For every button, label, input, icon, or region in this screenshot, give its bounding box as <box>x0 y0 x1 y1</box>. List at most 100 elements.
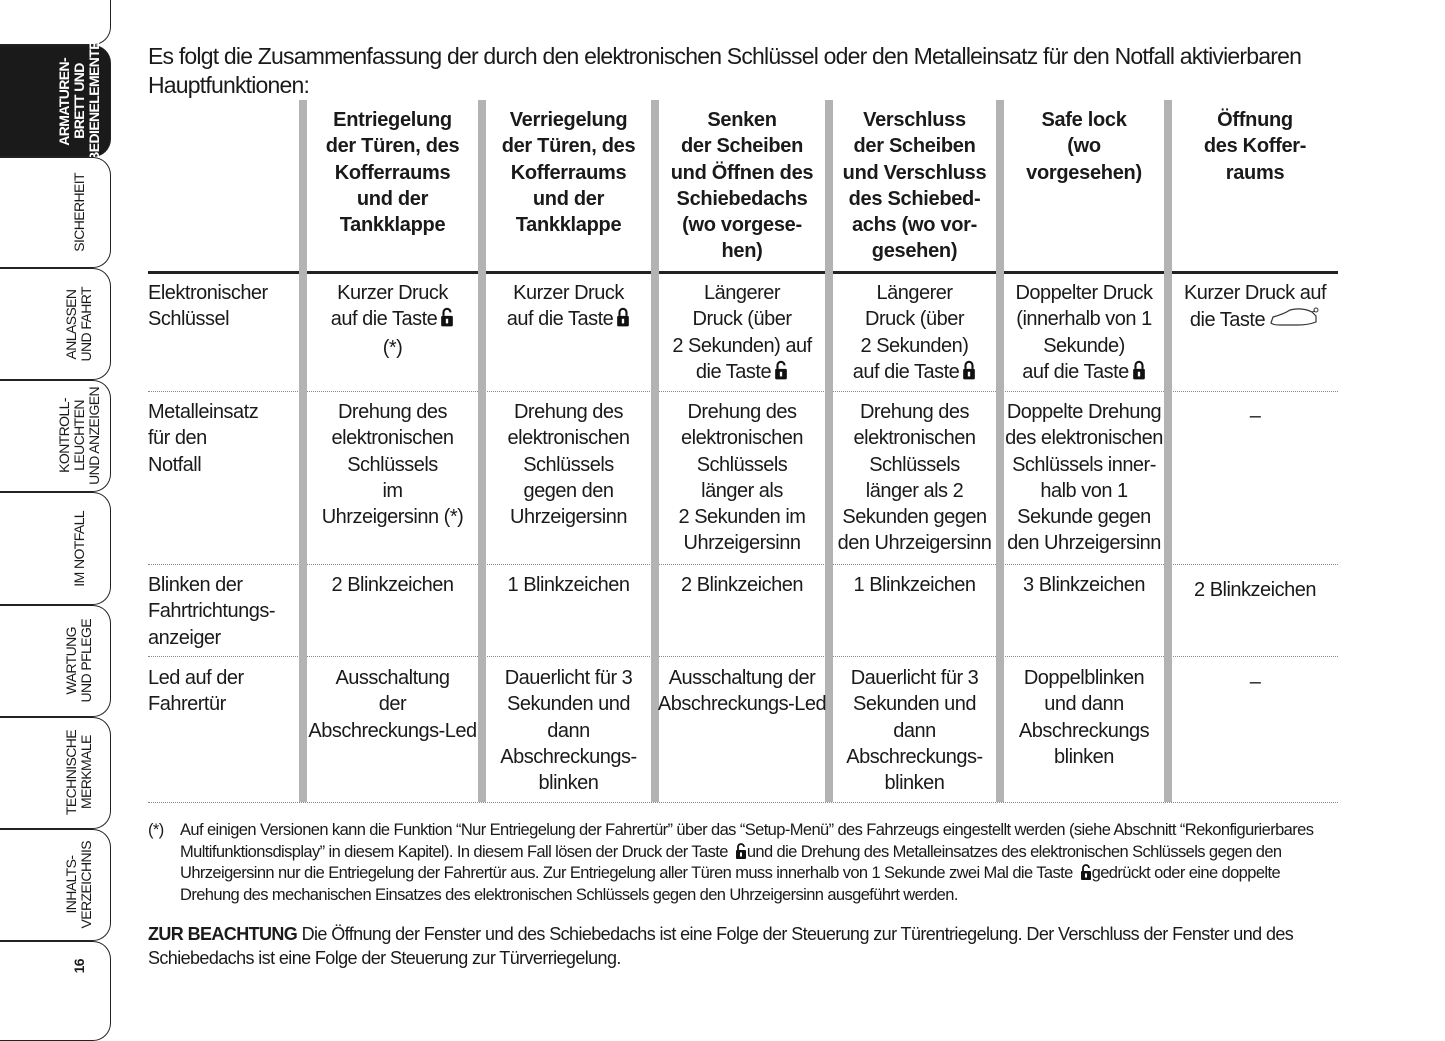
unlock-icon <box>774 360 788 387</box>
cell-text: Drehung des elektronischen Schlüssels lä… <box>837 401 992 555</box>
cell-text: Ausschaltung der Abschreckungs-Led <box>657 667 827 716</box>
car-trunk-icon <box>1268 306 1320 335</box>
sidebar-tab-label: TECHNISCHE MERKMALE <box>63 730 94 816</box>
table-cell: – <box>1168 403 1342 429</box>
table-cell: Doppelter Druck (innerhalb von 1 Sekunde… <box>1000 280 1168 387</box>
page-number: 16 <box>70 958 87 974</box>
column-header: Safe lock (wo vorgesehen) <box>1026 109 1142 184</box>
lock-icon <box>1132 360 1146 387</box>
column-separator <box>996 100 1004 802</box>
row-label: Metalleinsatz für den Notfall <box>148 401 259 476</box>
column-header: Öffnung des Koffer- raums <box>1203 109 1307 184</box>
column-header: Verriegelung der Türen, des Kofferraums … <box>501 109 636 237</box>
column-header: Entriegelung der Türen, des Kofferraums … <box>325 109 460 237</box>
footnote: (*) Auf einigen Versionen kann die Funkt… <box>148 820 1338 906</box>
cell-text: Doppelter Druck (innerhalb von 1 Sekunde… <box>1015 282 1153 383</box>
table-cell: Kurzer Druck auf die Taste <box>1168 280 1342 336</box>
table-cell: Kurzer Druck auf die Taste (*) <box>303 280 482 361</box>
sidebar-tab[interactable]: KONTROLL- LEUCHTEN UND ANZEIGEN <box>0 380 111 492</box>
sidebar-tab-label: ANLASSEN UND FAHRT <box>63 286 94 362</box>
table-cell: Doppelte Drehung des elektronischen Schl… <box>1000 399 1168 557</box>
cell-text: Längerer Druck (über 2 Sekunden) auf die… <box>852 282 969 383</box>
cell-text: – <box>1249 405 1261 427</box>
sidebar-tab[interactable]: ARMATUREN- BRETT UND BEDIENELEMENTE <box>0 41 111 161</box>
column-separator <box>651 100 659 802</box>
intro-text: Es folgt die Zusammenfassung der durch d… <box>148 43 1302 98</box>
table-cell: 2 Blinkzeichen <box>655 572 829 598</box>
table-cell: Kurzer Druck auf die Taste <box>482 280 655 335</box>
column-separator <box>825 100 833 802</box>
cell-text: Drehung des elektronischen Schlüssels ge… <box>507 401 630 529</box>
cell-text: Drehung des elektronischen Schlüssels lä… <box>678 401 806 555</box>
sidebar-tab[interactable]: TECHNISCHE MERKMALE <box>0 717 111 829</box>
cell-text: Längerer Druck (über 2 Sekunden) auf die… <box>672 282 812 383</box>
sidebar-tab-label: IM NOTFALL <box>70 510 87 587</box>
unlock-icon <box>735 842 746 859</box>
table-cell: 2 Blinkzeichen <box>303 572 482 598</box>
table-cell: 1 Blinkzeichen <box>482 572 655 598</box>
sidebar-top-tab <box>0 0 111 45</box>
cell-text: Ausschaltung der Abschreckungs-Led <box>308 667 477 742</box>
table-cell: Drehung des elektronischen Schlüssels ge… <box>482 399 655 530</box>
column-header: Senken der Scheiben und Öffnen des Schie… <box>670 109 814 263</box>
row-divider <box>148 802 1338 803</box>
cell-text: 1 Blinkzeichen <box>853 574 976 596</box>
footnote-marker: (*) <box>148 821 164 839</box>
cell-text: Doppelblinken und dann Abschreckungs bli… <box>1018 667 1150 768</box>
cell-text: 2 Blinkzeichen <box>331 574 454 596</box>
sidebar-tab-label: ARMATUREN- BRETT UND BEDIENELEMENTE <box>55 40 102 162</box>
sidebar-tab[interactable]: INHALTS- VERZEICHNIS <box>0 829 111 941</box>
table-cell: Dauerlicht für 3 Sekunden und dann Absch… <box>829 665 1000 796</box>
table-cell: 2 Blinkzeichen <box>1168 577 1342 603</box>
table-cell: Drehung des elektronischen Schlüssels lä… <box>829 399 1000 557</box>
table-cell: Dauerlicht für 3 Sekunden und dann Absch… <box>482 665 655 796</box>
sidebar-tab[interactable]: WARTUNG UND PFLEGE <box>0 605 111 717</box>
column-separator <box>478 100 486 802</box>
header-divider <box>148 271 1338 274</box>
footnote-text: gedrückt oder eine doppelte Drehung des … <box>180 864 1281 904</box>
table-cell: Längerer Druck (über 2 Sekunden) auf die… <box>655 280 829 387</box>
cell-text: Kurzer Druck auf die Taste <box>506 282 625 331</box>
cell-text: Kurzer Druck auf die Taste <box>1183 282 1327 332</box>
column-header: Verschluss der Scheiben und Verschluss d… <box>842 109 987 263</box>
sidebar-tab[interactable]: SICHERHEIT <box>0 157 111 268</box>
sidebar-tab[interactable]: ANLASSEN UND FAHRT <box>0 268 111 380</box>
lock-icon <box>616 307 630 334</box>
footnote-text: und die Drehung des Metalleinsatzes des … <box>180 842 1282 883</box>
row-divider <box>148 656 1338 657</box>
table-cell: Ausschaltung der Abschreckungs-Led <box>655 665 829 718</box>
table-cell: Ausschaltung der Abschreckungs-Led <box>303 665 482 744</box>
column-separator <box>299 100 307 802</box>
note: ZUR BEACHTUNG Die Öffnung der Fenster un… <box>148 922 1338 970</box>
cell-text: – <box>1249 671 1261 693</box>
unlock-icon <box>1080 864 1091 880</box>
cell-text: Drehung des elektronischen Schlüssels im… <box>321 401 464 529</box>
table-cell: 1 Blinkzeichen <box>829 572 1000 598</box>
sidebar-tab-label: WARTUNG UND PFLEGE <box>63 619 94 703</box>
column-separator <box>1164 100 1172 802</box>
cell-text: Kurzer Druck auf die Taste <box>330 282 449 331</box>
note-text: Die Öffnung der Fenster und des Schiebed… <box>148 924 1294 968</box>
cell-text: 3 Blinkzeichen <box>1023 574 1145 596</box>
cell-text: Dauerlicht für 3 Sekunden und dann Absch… <box>500 667 637 795</box>
table-cell: Doppelblinken und dann Abschreckungs bli… <box>1000 665 1168 770</box>
unlock-icon <box>440 307 454 334</box>
row-label: Elektronischer Schlüssel <box>148 282 268 331</box>
footnote-text: Auf einigen Versionen kann die Funktion … <box>180 821 1314 861</box>
sidebar-tab[interactable]: IM NOTFALL <box>0 492 111 605</box>
cell-text: 1 Blinkzeichen <box>507 574 630 596</box>
lock-icon <box>962 360 976 387</box>
sidebar-tab-label: INHALTS- VERZEICHNIS <box>63 841 94 929</box>
page-number-tab: 16 <box>0 941 111 1041</box>
table-cell: Drehung des elektronischen Schlüssels im… <box>303 399 482 530</box>
table-cell: 3 Blinkzeichen <box>1000 572 1168 598</box>
cell-text: 2 Blinkzeichen <box>681 574 803 596</box>
cell-text: Dauerlicht für 3 Sekunden und dann Absch… <box>846 667 983 795</box>
cell-text: 2 Blinkzeichen <box>1194 579 1316 601</box>
table-cell: Drehung des elektronischen Schlüssels lä… <box>655 399 829 557</box>
row-divider <box>148 564 1338 565</box>
table-cell: – <box>1168 669 1342 695</box>
sidebar-tab-label: KONTROLL- LEUCHTEN UND ANZEIGEN <box>55 387 102 485</box>
row-label: Blinken der Fahrtrichtungs- anzeiger <box>148 574 276 649</box>
note-heading: ZUR BEACHTUNG <box>148 924 298 944</box>
